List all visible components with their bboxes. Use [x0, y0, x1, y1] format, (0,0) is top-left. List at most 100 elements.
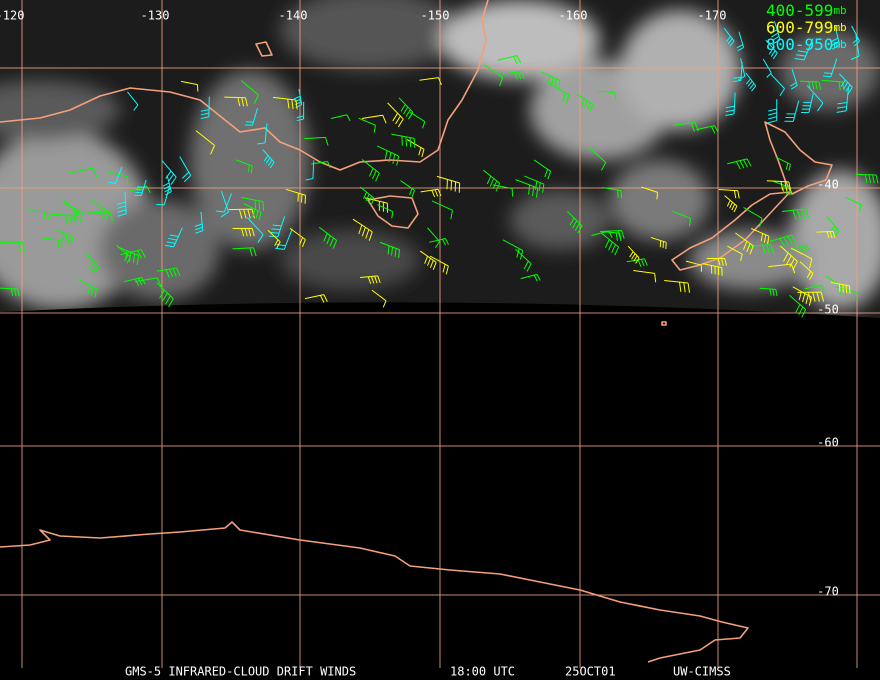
wind-barb — [90, 198, 110, 221]
wind-barb — [318, 226, 338, 249]
wind-barb — [371, 289, 387, 308]
wind-barb — [107, 171, 129, 186]
wind-barb — [576, 93, 594, 112]
wind-barb — [672, 210, 692, 227]
wind-barb — [799, 80, 822, 90]
wind-barb — [77, 279, 98, 298]
wind-barb — [161, 159, 177, 185]
wind-barb — [228, 208, 255, 219]
wind-barb — [427, 227, 441, 248]
wind-barb — [838, 73, 853, 95]
wind-barb — [358, 117, 376, 133]
wind-barb — [0, 287, 20, 297]
wind-barb — [589, 147, 607, 171]
wind-barb — [179, 156, 192, 183]
wind-barb — [743, 206, 763, 227]
wind-barb — [359, 186, 375, 206]
wind-barb — [533, 159, 552, 180]
wind-barb — [804, 284, 826, 292]
wind-barb — [85, 253, 100, 275]
wind-barb — [195, 130, 216, 155]
wind-barb — [725, 92, 736, 117]
lat-label: -50 — [817, 303, 839, 317]
wind-barb — [240, 196, 265, 211]
wind-barb — [420, 188, 442, 198]
lon-label: -150 — [421, 9, 450, 23]
wind-barb — [484, 64, 504, 87]
lat-label: -60 — [817, 436, 839, 450]
footer-date: 25OCT01 — [565, 665, 616, 679]
wind-barb — [387, 102, 404, 128]
wind-barb — [285, 188, 306, 204]
wind-barb — [784, 100, 800, 122]
wind-barbs — [0, 21, 879, 318]
wind-barb — [769, 21, 781, 45]
wind-barb — [69, 167, 98, 178]
wind-barb — [268, 216, 286, 238]
wind-barb — [352, 218, 373, 241]
lon-label: -140 — [279, 9, 308, 23]
wind-barb — [56, 229, 74, 245]
wind-barb — [751, 228, 770, 245]
wind-barb — [436, 175, 461, 193]
wind-barb — [768, 99, 778, 124]
wind-barb — [673, 121, 699, 132]
wind-barb — [28, 210, 50, 220]
wind-barb — [601, 232, 620, 256]
lon-label: -170 — [698, 9, 727, 23]
wind-barb — [520, 273, 541, 282]
wind-barb — [304, 294, 328, 303]
wind-barb — [502, 239, 524, 260]
wind-barb — [272, 96, 298, 110]
wind-barb — [770, 73, 785, 96]
lon-label: -160 — [559, 9, 588, 23]
wind-barb — [723, 27, 735, 47]
wind-barb — [627, 245, 640, 264]
wind-barb — [123, 277, 146, 286]
wind-barb — [855, 173, 879, 184]
wind-barb — [116, 191, 127, 217]
wind-barb — [497, 55, 522, 64]
wind-barb — [429, 238, 449, 246]
wind-barb — [398, 97, 414, 120]
wind-barb — [224, 96, 248, 107]
wind-barb — [429, 255, 449, 275]
wind-barb — [797, 291, 825, 302]
wind-barb — [194, 211, 204, 234]
wind-barb — [247, 217, 264, 243]
wind-barb — [200, 96, 210, 120]
wind-barb — [240, 79, 259, 104]
wind-barb — [748, 244, 775, 255]
wind-barb — [220, 190, 230, 218]
wind-barb — [789, 244, 811, 253]
wind-barb — [759, 287, 778, 297]
wind-barb — [735, 232, 754, 255]
wind-barb — [492, 184, 514, 197]
wind-barb — [830, 25, 841, 50]
footer-source: UW-CIMSS — [673, 665, 731, 679]
wind-barb — [724, 195, 738, 213]
wind-barb — [165, 227, 183, 248]
wind-barb — [361, 159, 380, 182]
wind-barb — [836, 87, 849, 113]
wind-barb — [790, 247, 813, 269]
wind-barb — [379, 241, 401, 259]
wind-barb — [602, 186, 623, 199]
lon-label: -120 — [0, 9, 24, 23]
wind-barb — [685, 260, 703, 272]
coastlines — [0, 0, 833, 663]
wind-barb — [597, 90, 617, 100]
wind-barb — [591, 230, 613, 238]
wind-barb — [806, 85, 824, 112]
wind-barb — [766, 180, 792, 191]
wind-barb — [364, 197, 388, 213]
wind-barb — [769, 234, 797, 247]
wind-barb — [541, 71, 561, 89]
wind-barb — [262, 149, 275, 169]
wind-barb — [737, 58, 746, 81]
wind-barb — [789, 68, 798, 90]
wind-barb — [696, 125, 719, 134]
wind-barb — [765, 39, 778, 60]
